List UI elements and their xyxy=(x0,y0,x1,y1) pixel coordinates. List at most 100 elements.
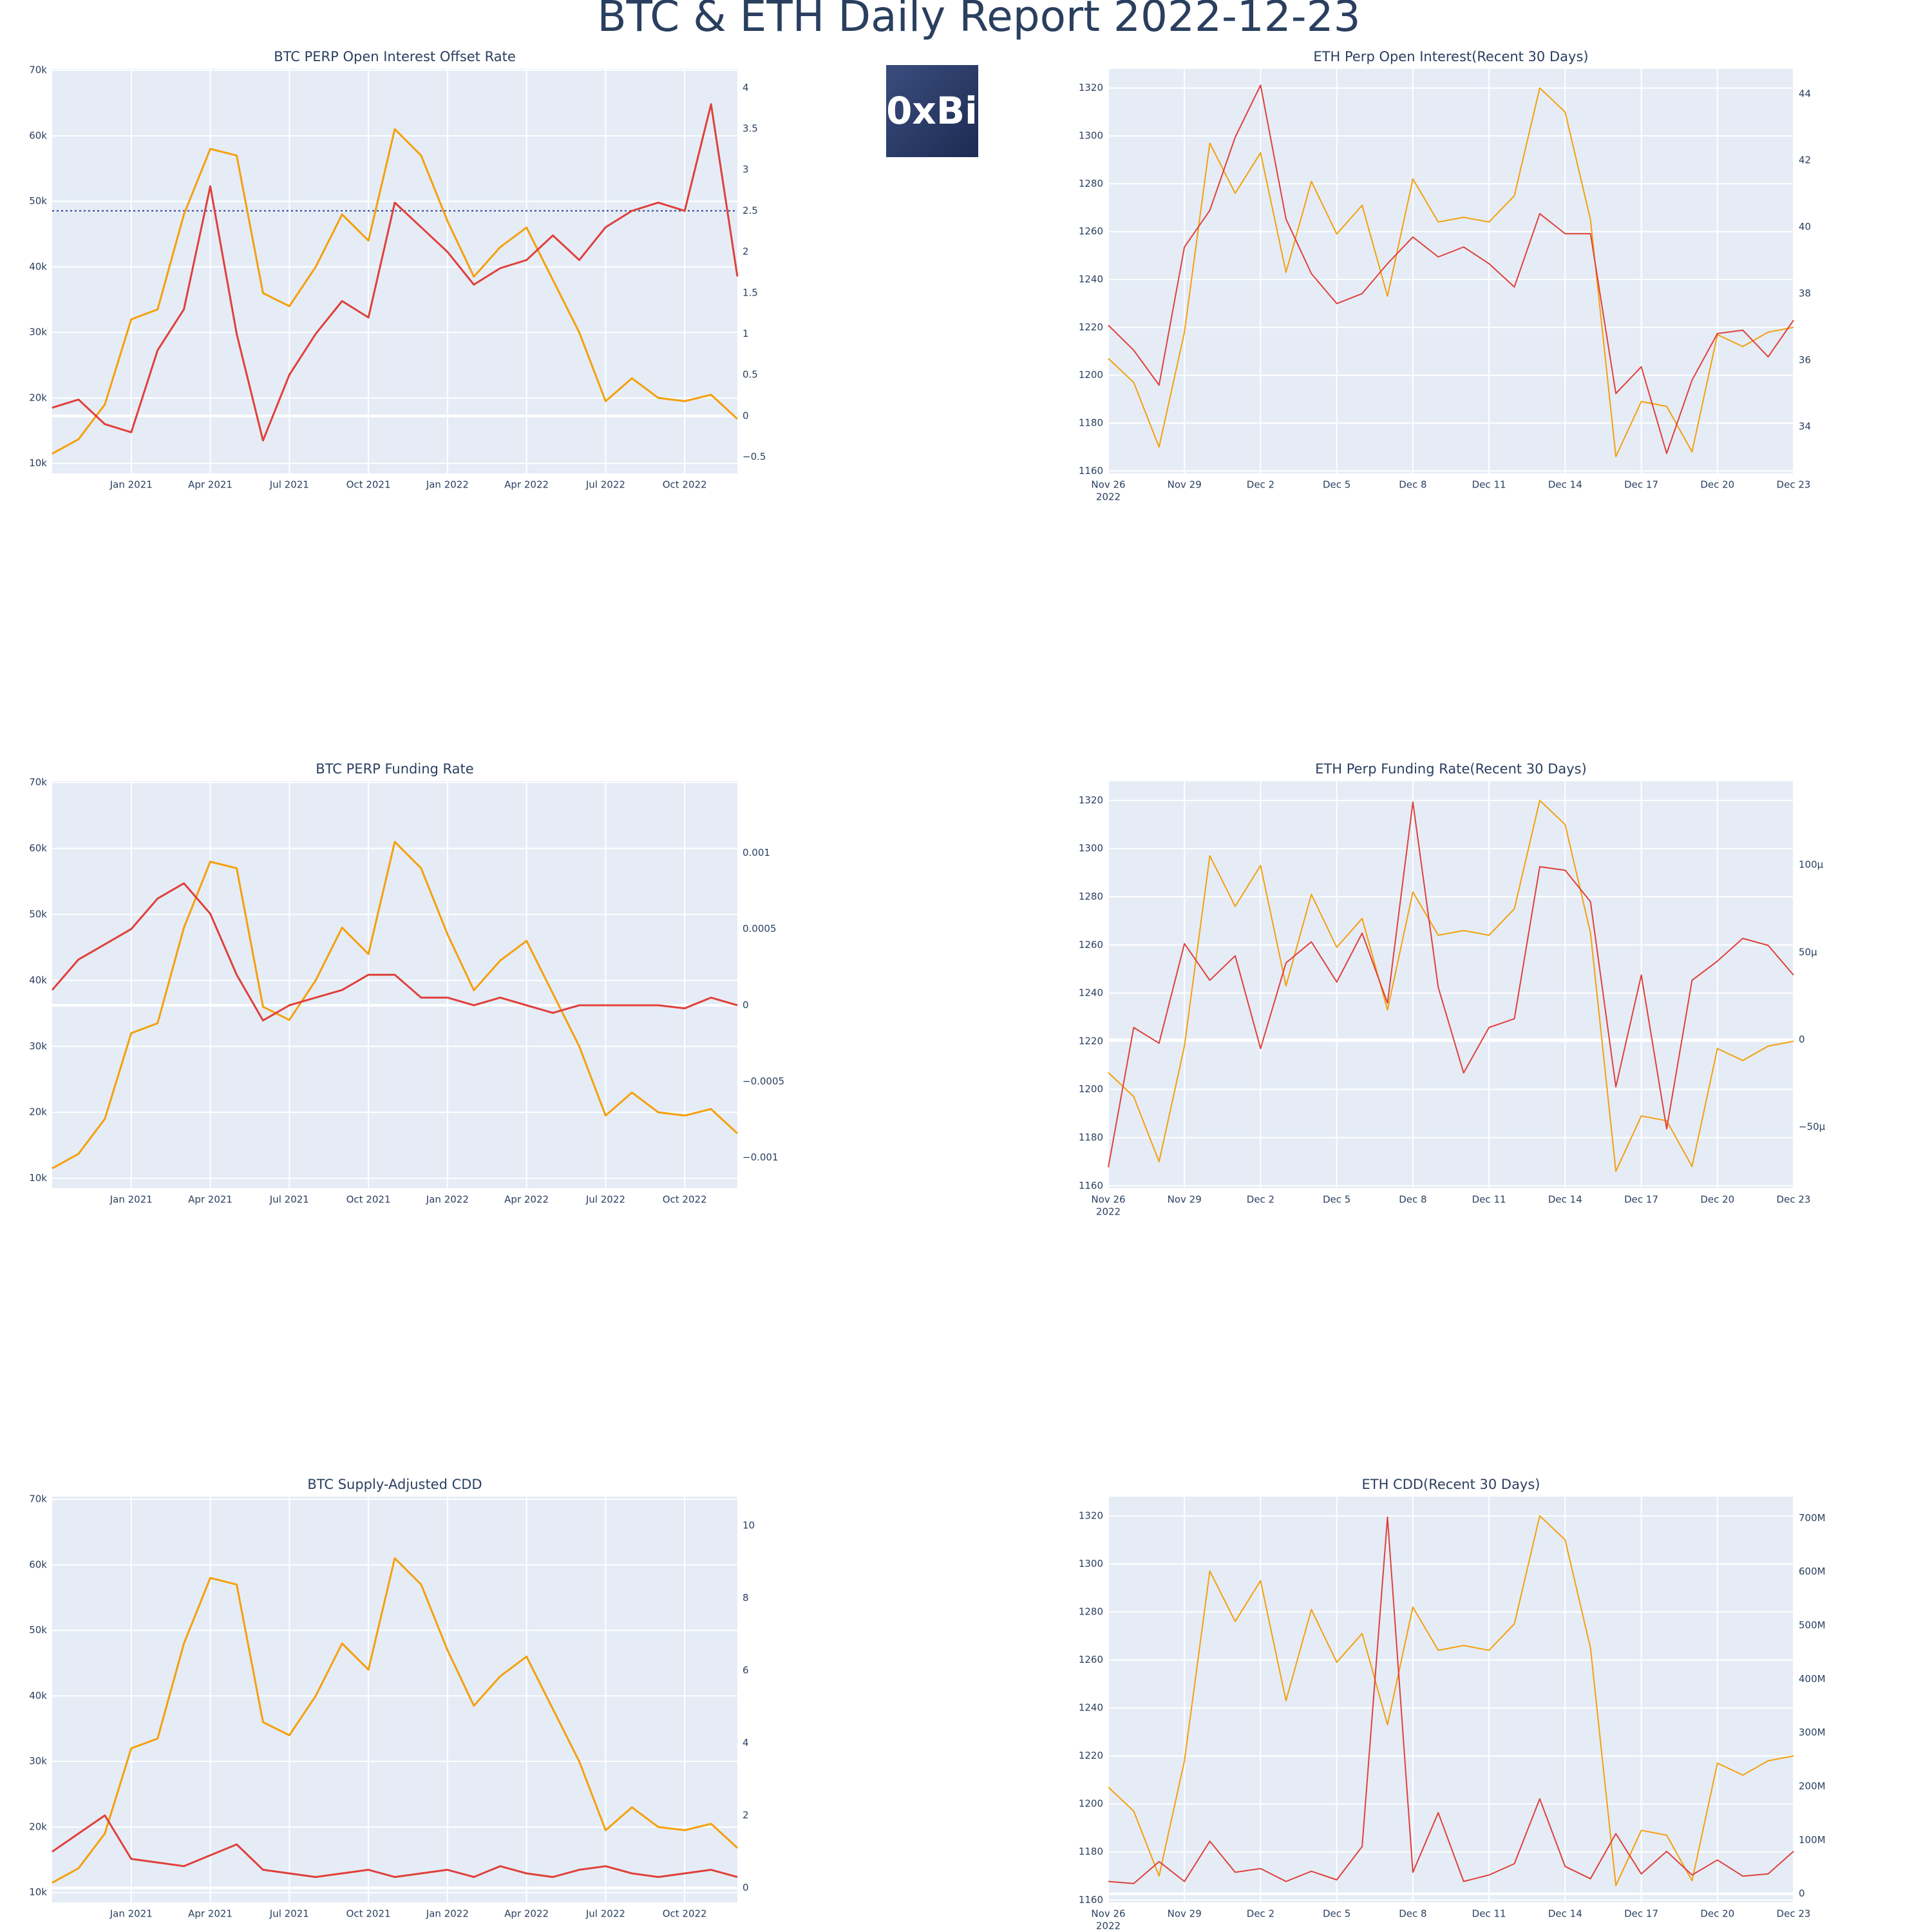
y2-tick-label: 8 xyxy=(743,1592,749,1604)
y2-tick-label: 0 xyxy=(743,410,749,421)
plot-area xyxy=(1108,69,1794,473)
y-tick-label: 10k xyxy=(29,457,47,469)
y2-tick-label: 2 xyxy=(743,246,749,258)
y-tick-label: 1280 xyxy=(1079,178,1103,189)
x-tick-label: 2022 xyxy=(1096,491,1121,503)
y2-tick-label: 4 xyxy=(743,82,749,93)
y2-tick-label: 40 xyxy=(1799,221,1811,232)
x-tick-label: Apr 2021 xyxy=(188,1908,232,1920)
y2-tick-label: 0 xyxy=(1799,1888,1805,1899)
series-line xyxy=(1108,87,1794,457)
y2-tick-label: 2 xyxy=(743,1810,749,1821)
x-tick-label: Dec 20 xyxy=(1700,479,1734,491)
y-tick-label: 1240 xyxy=(1079,1702,1103,1714)
x-tick-label: Dec 17 xyxy=(1624,479,1658,491)
y2-tick-label: 0.001 xyxy=(743,847,770,858)
y-tick-label: 1160 xyxy=(1079,465,1103,477)
y-tick-label: 1300 xyxy=(1079,130,1103,142)
x-tick-label: Nov 26 xyxy=(1091,479,1125,491)
y-tick-label: 1280 xyxy=(1079,891,1103,902)
y2-tick-label: −0.0005 xyxy=(743,1075,784,1087)
x-tick-label: Dec 2 xyxy=(1247,1908,1274,1920)
plot-area xyxy=(1108,1497,1794,1902)
series-line xyxy=(52,1814,738,1879)
x-tick-label: Apr 2021 xyxy=(188,1194,232,1206)
x-tick-label: Nov 26 xyxy=(1091,1194,1125,1206)
x-tick-label: Apr 2021 xyxy=(188,479,232,491)
y2-tick-label: 1.5 xyxy=(743,287,758,298)
x-tick-label: Oct 2022 xyxy=(663,1194,707,1206)
y-tick-label: 1180 xyxy=(1079,1132,1103,1143)
x-tick-label: Jul 2021 xyxy=(269,1908,309,1920)
y2-tick-label: 10 xyxy=(743,1520,755,1531)
series-line xyxy=(1108,799,1794,1172)
chart-title: ETH Perp Funding Rate(Recent 30 Days) xyxy=(1315,761,1587,777)
series-line xyxy=(52,103,739,442)
y-tick-label: 50k xyxy=(29,1624,47,1636)
y-tick-label: 20k xyxy=(29,1106,47,1118)
y-tick-label: 60k xyxy=(29,1558,47,1570)
x-tick-label: Dec 14 xyxy=(1548,479,1582,491)
y2-tick-label: 0.0005 xyxy=(743,923,777,934)
x-tick-label: Jan 2022 xyxy=(426,1908,469,1920)
chart-title: ETH Perp Open Interest(Recent 30 Days) xyxy=(1313,49,1588,64)
x-tick-label: Dec 8 xyxy=(1399,1908,1426,1920)
series-line xyxy=(1108,801,1794,1168)
y2-tick-label: 6 xyxy=(743,1665,749,1676)
series-line xyxy=(1108,84,1794,454)
y-tick-label: 1320 xyxy=(1079,1510,1103,1521)
chart-title: BTC PERP Open Interest Offset Rate xyxy=(274,49,516,64)
y-tick-label: 30k xyxy=(29,1040,47,1052)
x-tick-label: Jul 2021 xyxy=(269,1194,309,1206)
x-tick-label: Dec 17 xyxy=(1624,1908,1658,1920)
y-tick-label: 1240 xyxy=(1079,274,1103,285)
y-tick-label: 1280 xyxy=(1079,1605,1103,1617)
x-tick-label: Nov 29 xyxy=(1168,1194,1202,1206)
y-tick-label: 30k xyxy=(29,327,47,338)
y-tick-label: 50k xyxy=(29,195,47,207)
x-tick-label: Apr 2022 xyxy=(504,479,549,491)
x-tick-label: Dec 5 xyxy=(1323,479,1350,491)
x-tick-label: Jul 2022 xyxy=(585,1194,625,1206)
y-tick-label: 1200 xyxy=(1079,369,1103,381)
y-tick-label: 10k xyxy=(29,1172,47,1184)
chart-title: BTC PERP Funding Rate xyxy=(316,761,473,777)
x-tick-label: Dec 14 xyxy=(1548,1908,1582,1920)
y-tick-label: 1300 xyxy=(1079,842,1103,854)
x-tick-label: Dec 8 xyxy=(1399,1194,1426,1206)
x-tick-label: Dec 23 xyxy=(1777,1194,1811,1206)
y2-tick-label: 500M xyxy=(1799,1620,1826,1631)
x-tick-label: Jan 2021 xyxy=(109,1194,153,1206)
y-tick-label: 1320 xyxy=(1079,794,1103,806)
series-line xyxy=(52,1557,739,1884)
y2-tick-label: 300M xyxy=(1799,1727,1826,1738)
y2-tick-label: 36 xyxy=(1799,354,1811,366)
x-tick-label: Dec 8 xyxy=(1399,479,1426,491)
y-tick-label: 1160 xyxy=(1079,1180,1103,1191)
y2-tick-label: 700M xyxy=(1799,1512,1826,1524)
x-tick-label: Nov 26 xyxy=(1091,1908,1125,1920)
y-tick-label: 1260 xyxy=(1079,939,1103,951)
y-tick-label: 30k xyxy=(29,1756,47,1767)
y2-tick-label: 0 xyxy=(1799,1034,1805,1045)
x-tick-label: Dec 23 xyxy=(1777,1908,1811,1920)
x-tick-label: Jan 2022 xyxy=(426,1194,469,1206)
series-line xyxy=(51,882,738,1022)
y2-tick-label: 600M xyxy=(1799,1566,1826,1577)
x-tick-label: Jan 2021 xyxy=(109,1908,153,1920)
y2-tick-label: 38 xyxy=(1799,287,1811,299)
y2-tick-label: −50µ xyxy=(1799,1121,1826,1133)
x-tick-label: Nov 29 xyxy=(1168,479,1202,491)
x-tick-label: 2022 xyxy=(1096,1920,1121,1932)
y-tick-label: 1300 xyxy=(1079,1558,1103,1569)
y2-tick-label: 1 xyxy=(743,328,749,339)
y2-tick-label: 100M xyxy=(1799,1834,1826,1846)
y-tick-label: 1240 xyxy=(1079,987,1103,999)
x-tick-label: Jan 2022 xyxy=(426,479,469,491)
x-tick-label: Jul 2022 xyxy=(585,1908,625,1920)
y-tick-label: 70k xyxy=(29,64,47,76)
x-tick-label: Dec 11 xyxy=(1472,1194,1506,1206)
y2-tick-label: 50µ xyxy=(1799,946,1817,958)
x-tick-label: Dec 14 xyxy=(1548,1194,1582,1206)
y-tick-label: 1200 xyxy=(1079,1083,1103,1095)
